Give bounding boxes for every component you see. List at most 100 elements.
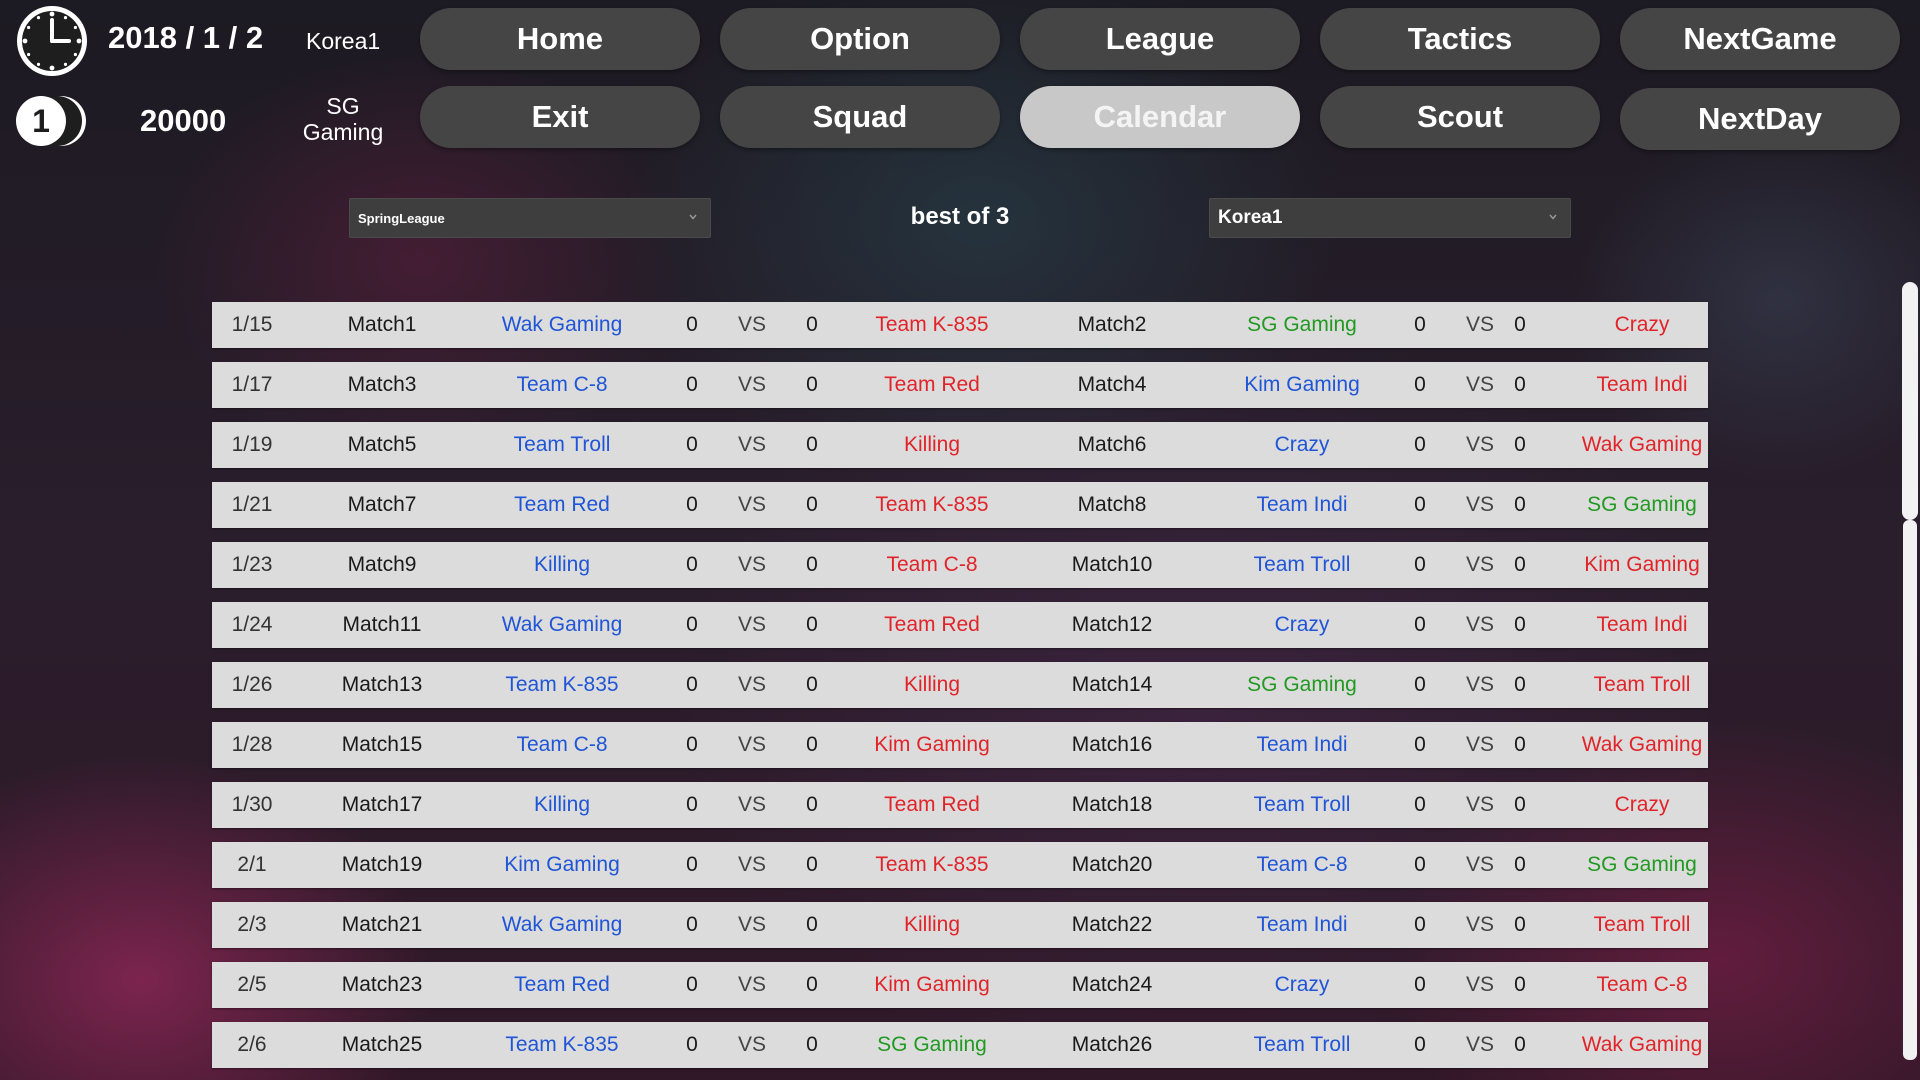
home-score: 0 [686, 673, 698, 696]
vs-label: VS [737, 913, 766, 936]
away-team[interactable]: Crazy [1614, 793, 1670, 816]
table-row[interactable]: 1/17 Match3 Team C-8 0 VS 0 Team Red Match4 Kim … [212, 362, 1708, 408]
home-team[interactable]: Team Troll [1253, 1033, 1351, 1056]
home-score: 0 [686, 493, 698, 516]
away-team[interactable]: Team Red [884, 613, 980, 636]
home-team[interactable]: Killing [533, 553, 591, 576]
home-team[interactable]: Team C-8 [516, 733, 608, 756]
round-number: 1 [32, 103, 50, 139]
scrollbar-track[interactable] [1903, 520, 1917, 1060]
away-team[interactable]: Killing [903, 913, 961, 936]
away-team[interactable]: Wak Gaming [1581, 433, 1703, 456]
away-team[interactable]: Wak Gaming [1581, 733, 1703, 756]
away-team[interactable]: Team K-835 [875, 853, 989, 876]
away-team[interactable]: Wak Gaming [1581, 1033, 1703, 1056]
home-team[interactable]: Team Troll [513, 433, 611, 456]
home-team[interactable]: Team K-835 [505, 673, 619, 696]
scrollbar-thumb[interactable] [1902, 282, 1918, 520]
home-team[interactable]: Wak Gaming [501, 913, 623, 936]
home-team[interactable]: Team K-835 [505, 1033, 619, 1056]
away-team[interactable]: Team Red [884, 793, 980, 816]
home-button[interactable]: Home [420, 8, 700, 70]
season-dropdown-value: SpringLeague [358, 210, 445, 226]
home-team[interactable]: Kim Gaming [504, 853, 620, 876]
away-team[interactable]: Team C-8 [1596, 973, 1688, 996]
option-button[interactable]: Option [720, 8, 1000, 70]
home-team[interactable]: Kim Gaming [1244, 373, 1360, 396]
table-row[interactable]: 2/3 Match21 Wak Gaming 0 VS 0 Killing Match22 Te… [212, 902, 1708, 948]
away-team[interactable]: Team Troll [1593, 673, 1691, 696]
home-score: 0 [1414, 313, 1426, 336]
league-button[interactable]: League [1020, 8, 1300, 70]
home-team[interactable]: Crazy [1274, 973, 1330, 996]
away-team[interactable]: Team K-835 [875, 493, 989, 516]
home-team[interactable]: SG Gaming [1247, 673, 1357, 696]
away-team[interactable]: Kim Gaming [1584, 553, 1700, 576]
away-team[interactable]: Killing [903, 673, 961, 696]
away-team[interactable]: Kim Gaming [874, 733, 990, 756]
season-dropdown[interactable]: SpringLeague [349, 198, 711, 238]
table-row[interactable]: 2/1 Match19 Kim Gaming 0 VS 0 Team K-835 Match2… [212, 842, 1708, 888]
away-score: 0 [806, 1033, 818, 1056]
match-id: Match17 [341, 793, 423, 816]
home-score: 0 [1414, 553, 1426, 576]
home-team[interactable]: Team C-8 [516, 373, 608, 396]
away-team[interactable]: Kim Gaming [874, 973, 990, 996]
home-team[interactable]: Wak Gaming [501, 313, 623, 336]
match-id: Match4 [1077, 373, 1147, 396]
calendar-button[interactable]: Calendar [1020, 86, 1300, 148]
away-team[interactable]: Team Red [884, 373, 980, 396]
table-row[interactable]: 1/30 Match17 Killing 0 VS 0 Team Red Match18 Tea… [212, 782, 1708, 828]
home-team[interactable]: Crazy [1274, 613, 1330, 636]
table-row[interactable]: 1/28 Match15 Team C-8 0 VS 0 Kim Gaming Match16… [212, 722, 1708, 768]
match-id: Match26 [1071, 1033, 1153, 1056]
table-row[interactable]: 1/24 Match11 Wak Gaming 0 VS 0 Team Red Match12… [212, 602, 1708, 648]
home-team[interactable]: Team Troll [1253, 553, 1351, 576]
away-score: 0 [806, 733, 818, 756]
home-team[interactable]: Team Indi [1256, 733, 1348, 756]
home-team[interactable]: SG Gaming [1247, 313, 1357, 336]
table-row[interactable]: 1/26 Match13 Team K-835 0 VS 0 Killing Match14 S… [212, 662, 1708, 708]
away-team[interactable]: SG Gaming [1587, 853, 1697, 876]
home-team[interactable]: Crazy [1274, 433, 1330, 456]
home-team[interactable]: Team C-8 [1256, 853, 1348, 876]
exit-button[interactable]: Exit [420, 86, 700, 148]
next-day-button[interactable]: NextDay [1620, 88, 1900, 150]
table-row[interactable]: 2/6 Match25 Team K-835 0 VS 0 SG Gaming Match26… [212, 1022, 1708, 1068]
away-team[interactable]: Crazy [1614, 313, 1670, 336]
home-score: 0 [686, 733, 698, 756]
home-score: 0 [1414, 673, 1426, 696]
table-row[interactable]: 1/21 Match7 Team Red 0 VS 0 Team K-835 Match8 Te… [212, 482, 1708, 528]
next-game-button[interactable]: NextGame [1620, 8, 1900, 70]
table-row[interactable]: 1/15 Match1 Wak Gaming 0 VS 0 Team K-835 Match2… [212, 302, 1708, 348]
away-team[interactable]: Team K-835 [875, 313, 989, 336]
home-team[interactable]: Killing [533, 793, 591, 816]
home-team[interactable]: Team Troll [1253, 793, 1351, 816]
vs-label: VS [1465, 613, 1494, 636]
away-team[interactable]: SG Gaming [877, 1033, 987, 1056]
away-score: 0 [806, 313, 818, 336]
home-team[interactable]: Team Red [514, 973, 610, 996]
away-team[interactable]: Killing [903, 433, 961, 456]
table-row[interactable]: 2/5 Match23 Team Red 0 VS 0 Kim Gaming Match24 C… [212, 962, 1708, 1008]
division-dropdown[interactable]: Korea1 [1209, 198, 1571, 238]
table-row[interactable]: 1/19 Match5 Team Troll 0 VS 0 Killing Match6 Cra… [212, 422, 1708, 468]
league-label: Korea1 [306, 28, 381, 54]
away-team[interactable]: Team Troll [1593, 913, 1691, 936]
match-date: 2/3 [237, 913, 267, 936]
away-team[interactable]: Team C-8 [886, 553, 978, 576]
match-date: 1/21 [231, 493, 273, 516]
tactics-button[interactable]: Tactics [1320, 8, 1600, 70]
match-id: Match11 [342, 613, 422, 636]
home-team[interactable]: Team Indi [1256, 913, 1348, 936]
table-row[interactable]: 1/23 Match9 Killing 0 VS 0 Team C-8 Match10 Team… [212, 542, 1708, 588]
away-team[interactable]: SG Gaming [1587, 493, 1697, 516]
home-team[interactable]: Team Indi [1256, 493, 1348, 516]
home-team[interactable]: Wak Gaming [501, 613, 623, 636]
away-team[interactable]: Team Indi [1596, 373, 1688, 396]
away-team[interactable]: Team Indi [1596, 613, 1688, 636]
vs-label: VS [1465, 493, 1494, 516]
squad-button[interactable]: Squad [720, 86, 1000, 148]
scout-button[interactable]: Scout [1320, 86, 1600, 148]
home-team[interactable]: Team Red [514, 493, 610, 516]
